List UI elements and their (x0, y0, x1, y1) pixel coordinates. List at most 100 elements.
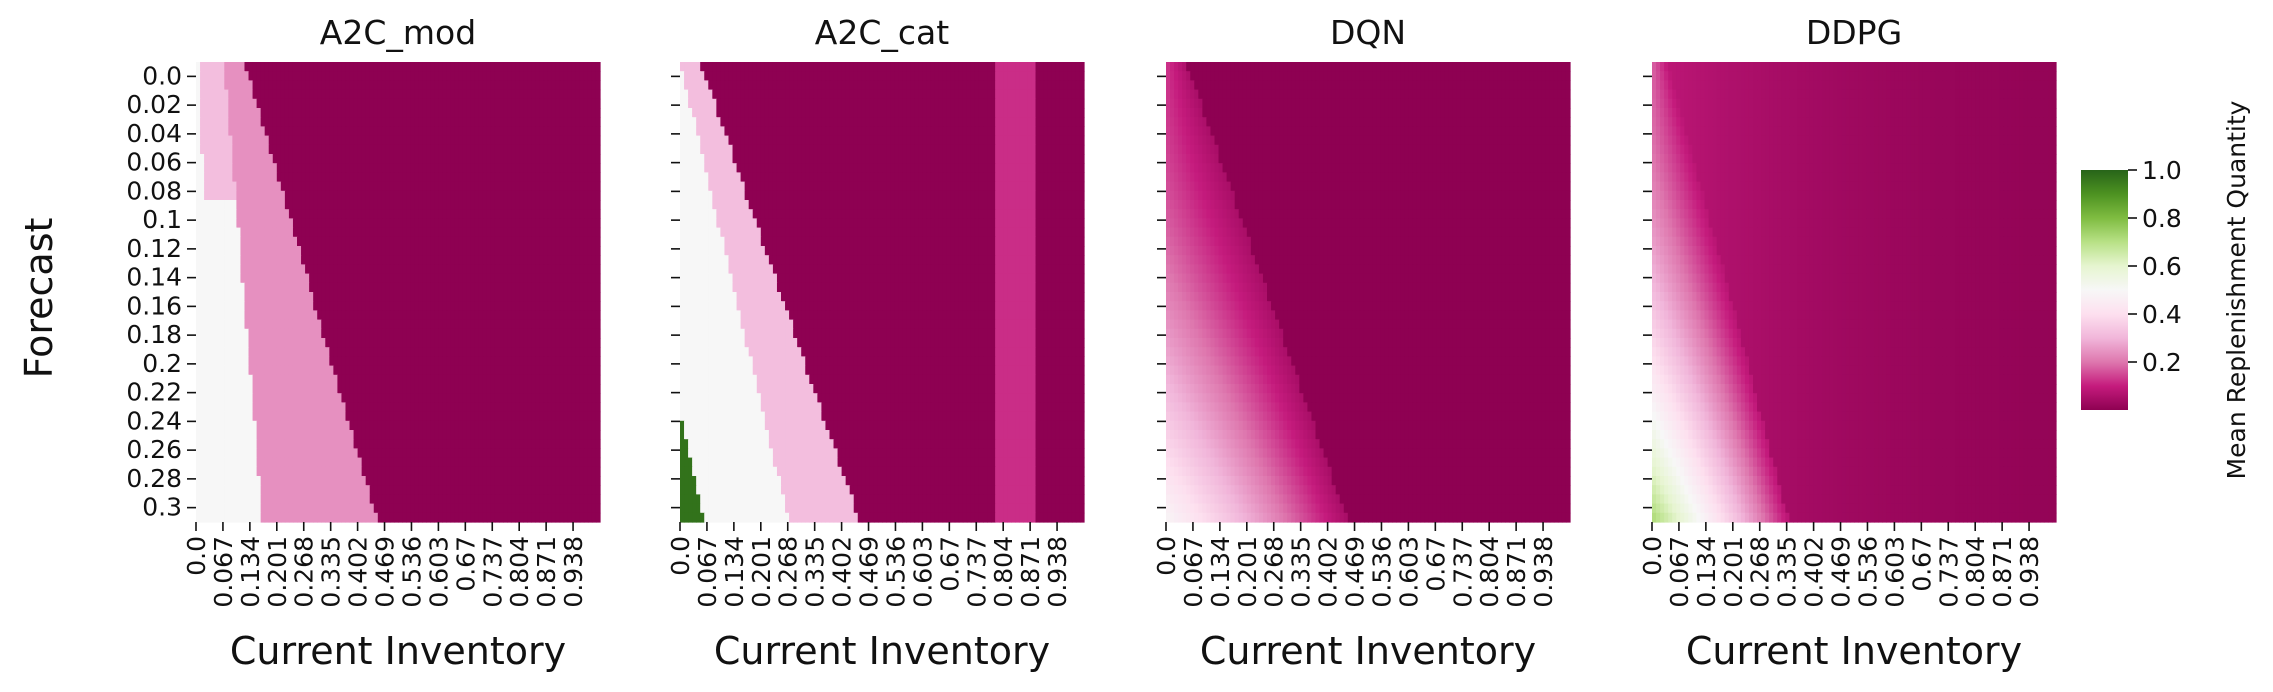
heatmap-cell (398, 485, 403, 495)
heatmap-cell (378, 218, 383, 228)
heatmap-cell (446, 292, 451, 302)
heatmap-cell (277, 264, 282, 274)
heatmap-cell (257, 384, 262, 394)
heatmap-cell (394, 448, 399, 458)
heatmap-cell (285, 329, 290, 339)
heatmap-cell (208, 301, 213, 311)
heatmap-cell (596, 255, 601, 265)
heatmap-cell (382, 412, 387, 422)
heatmap-cell (293, 338, 298, 348)
heatmap-cell (483, 366, 488, 376)
heatmap-cell (564, 476, 569, 486)
heatmap-cell (430, 421, 435, 431)
heatmap-cell (378, 292, 383, 302)
heatmap-cell (434, 310, 439, 320)
heatmap-cell (515, 494, 520, 504)
heatmap-cell (220, 402, 225, 412)
heatmap-cell (333, 384, 338, 394)
heatmap-cell (350, 117, 355, 127)
heatmap-cell (398, 301, 403, 311)
heatmap-cell (386, 108, 391, 118)
heatmap-cell (232, 163, 237, 173)
heatmap-cell (592, 145, 597, 155)
heatmap-cell (257, 430, 262, 440)
heatmap-cell (426, 237, 431, 247)
heatmap-cell (418, 163, 423, 173)
heatmap-cell (576, 458, 581, 468)
heatmap-cell (390, 228, 395, 238)
heatmap-cell (479, 172, 484, 182)
heatmap-cell (410, 310, 415, 320)
heatmap-cell (350, 375, 355, 385)
heatmap-cell (196, 90, 201, 100)
heatmap-cell (382, 126, 387, 136)
heatmap-cell (495, 99, 500, 109)
heatmap-cell (354, 338, 359, 348)
heatmap-cell (434, 200, 439, 210)
heatmap-cell (455, 209, 460, 219)
heatmap-cell (370, 255, 375, 265)
heatmap-cell (317, 384, 322, 394)
heatmap-cell (345, 237, 350, 247)
heatmap-cell (459, 191, 464, 201)
heatmap-cell (556, 255, 561, 265)
heatmap-cell (257, 412, 262, 422)
heatmap-cell (240, 145, 245, 155)
heatmap-cell (305, 182, 310, 192)
heatmap-cell (511, 283, 516, 293)
heatmap-cell (564, 310, 569, 320)
heatmap-cell (422, 421, 427, 431)
heatmap-cell (200, 154, 205, 164)
heatmap-cell (317, 338, 322, 348)
heatmap-cell (325, 246, 330, 256)
heatmap-cell (596, 145, 601, 155)
heatmap-cell (446, 108, 451, 118)
heatmap-cell (535, 80, 540, 90)
heatmap-cell (527, 283, 532, 293)
heatmap-cell (438, 430, 443, 440)
heatmap-cell (451, 80, 456, 90)
heatmap-cell (244, 80, 249, 90)
heatmap-cell (261, 292, 266, 302)
heatmap-cell (580, 467, 585, 477)
heatmap-cell (289, 191, 294, 201)
heatmap-cell (438, 301, 443, 311)
heatmap-cell (244, 283, 249, 293)
heatmap-cell (552, 412, 557, 422)
heatmap-cell (580, 126, 585, 136)
heatmap-cell (491, 191, 496, 201)
heatmap-cell (216, 366, 221, 376)
heatmap-cell (228, 320, 233, 330)
heatmap-cell (325, 117, 330, 127)
heatmap-cell (531, 154, 536, 164)
heatmap-cell (297, 467, 302, 477)
heatmap-cell (588, 90, 593, 100)
heatmap-cell (568, 338, 573, 348)
heatmap-cell (592, 136, 597, 146)
heatmap-cell (350, 329, 355, 339)
heatmap-cell (535, 71, 540, 81)
heatmap-cell (313, 513, 318, 523)
heatmap-cell (244, 320, 249, 330)
heatmap-cell (325, 163, 330, 173)
heatmap-cell (333, 237, 338, 247)
heatmap-cell (337, 402, 342, 412)
heatmap-cell (495, 80, 500, 90)
heatmap-cell (273, 448, 278, 458)
heatmap-cell (560, 393, 565, 403)
heatmap-cell (576, 218, 581, 228)
heatmap-cell (269, 163, 274, 173)
heatmap-cell (273, 71, 278, 81)
heatmap-cell (418, 356, 423, 366)
heatmap-cell (321, 356, 326, 366)
heatmap-cell (560, 375, 565, 385)
heatmap-cell (572, 393, 577, 403)
heatmap-cell (539, 154, 544, 164)
heatmap-cell (350, 264, 355, 274)
heatmap-cell (350, 439, 355, 449)
heatmap-cell (596, 274, 601, 284)
heatmap-cell (402, 145, 407, 155)
heatmap-cell (240, 485, 245, 495)
heatmap-cell (253, 476, 258, 486)
heatmap-cell (249, 513, 254, 523)
